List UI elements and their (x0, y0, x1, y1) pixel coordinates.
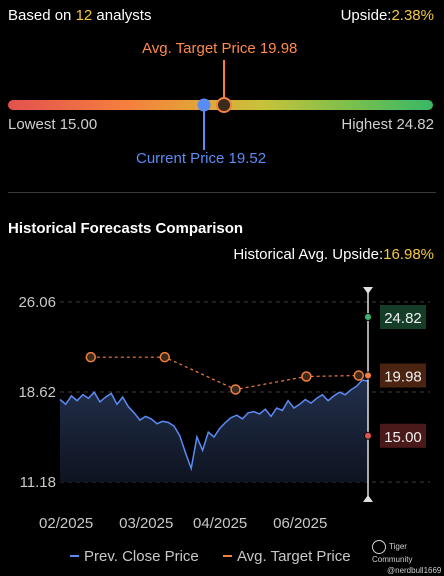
legend-target-label: Avg. Target Price (236, 547, 351, 565)
close-price-area (60, 380, 368, 482)
x-tick-label: 04/2025 (193, 515, 247, 532)
range-top-arrow-icon (363, 287, 373, 294)
y-tick-label: 26.06 (18, 294, 56, 311)
historical-upside-label: Historical Avg. Upside: (233, 246, 384, 263)
x-tick-label: 06/2025 (273, 515, 327, 532)
upside-text: Upside:2.38% (341, 7, 434, 24)
upside-label: Upside: (340, 7, 392, 24)
historical-upside-text: Historical Avg. Upside:16.98% (233, 246, 434, 263)
x-tick-label: 02/2025 (39, 515, 93, 532)
historical-title: Historical Forecasts Comparison (8, 220, 244, 237)
x-tick-label: 03/2025 (119, 515, 173, 532)
range-bottom-arrow-icon (363, 495, 373, 502)
current-price-label: Current Price 19.52 (136, 150, 267, 167)
end-value-label: 19.98 (384, 369, 422, 386)
target-price-point (85, 351, 97, 363)
chart-legend: Prev. Close Price Avg. Target Price (70, 544, 371, 565)
range-connectors (203, 60, 225, 150)
lowest-label: Lowest 15.00 (8, 116, 98, 133)
watermark-title: Tiger Community (372, 542, 413, 564)
legend-item-close[interactable]: Prev. Close Price (70, 548, 199, 565)
historical-upside-value: 16.98% (383, 246, 434, 263)
target-price-point (301, 371, 312, 382)
analysts-prefix: Based on (8, 7, 72, 24)
end-value-badge (380, 423, 426, 448)
avg-target-label: Avg. Target Price 19.98 (142, 40, 298, 57)
range-markers (197, 97, 232, 113)
end-value-dot (364, 371, 372, 380)
avg-target-marker (216, 97, 232, 113)
end-value-badge (380, 363, 426, 388)
analysts-count-text: Based on 12 analysts (8, 7, 151, 24)
highest-label: Highest 24.82 (341, 116, 434, 133)
target-price-point (230, 384, 241, 395)
end-value-dot (364, 431, 372, 440)
end-value-label: 24.82 (384, 310, 422, 327)
close-price-line (59, 379, 369, 472)
analysts-count: 12 (75, 7, 93, 24)
end-value-badge (380, 305, 426, 329)
target-price-line (90, 356, 359, 391)
current-price-marker (197, 98, 211, 112)
legend-target-swatch (222, 555, 232, 557)
historical-chart: 26.06 18.62 11.18 02/2025 03/2025 04/2025 06/2… (18, 287, 430, 532)
end-value-label: 15.00 (384, 429, 422, 446)
y-tick-label: 18.62 (18, 384, 56, 401)
legend-item-target[interactable]: Avg. Target Price (222, 547, 351, 565)
tiger-logo-icon (372, 540, 386, 554)
y-tick-label: 11.18 (20, 474, 56, 491)
legend-close-label: Prev. Close Price (84, 547, 199, 565)
section-divider (8, 192, 436, 193)
analysts-suffix: analysts (96, 7, 152, 24)
end-value-dot (364, 313, 372, 321)
upside-value: 2.38% (391, 7, 434, 24)
target-price-point (159, 351, 170, 363)
target-price-point (353, 370, 365, 381)
legend-close-swatch (70, 555, 79, 557)
